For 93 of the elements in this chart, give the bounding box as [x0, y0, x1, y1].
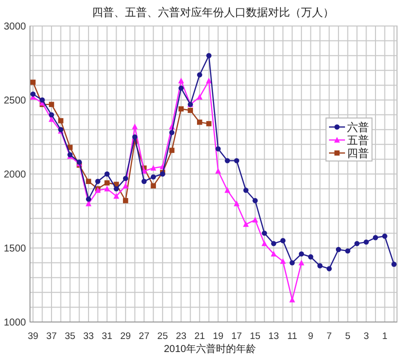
y-tick-label: 3000	[4, 22, 26, 32]
point	[216, 146, 221, 152]
y-tick-label: 1000	[4, 318, 26, 328]
point	[262, 230, 268, 236]
x-tick-label: 31	[102, 331, 112, 342]
point	[150, 164, 156, 171]
point	[224, 158, 230, 164]
point	[215, 168, 222, 174]
x-tick-label: 7	[326, 331, 332, 342]
point	[336, 246, 342, 252]
point	[308, 254, 314, 260]
point	[178, 106, 184, 112]
point	[122, 182, 128, 188]
point	[252, 198, 258, 204]
point	[113, 193, 120, 199]
y-tick-label: 2000	[4, 170, 26, 180]
x-tick-label: 21	[194, 331, 205, 342]
point	[271, 240, 276, 246]
point	[262, 240, 268, 246]
point	[242, 221, 249, 227]
point	[206, 121, 212, 126]
point	[58, 118, 64, 124]
point	[234, 200, 240, 206]
y-tick-label: 2500	[4, 96, 26, 106]
point	[150, 183, 156, 188]
x-tick-label: 11	[287, 331, 298, 342]
x-tick-label: 23	[176, 331, 186, 342]
point	[243, 188, 248, 193]
x-tick-label: 25	[157, 331, 168, 342]
point	[30, 91, 36, 97]
point	[86, 196, 92, 202]
legend-label: 五普	[347, 134, 369, 147]
x-tick-label: 19	[212, 331, 224, 342]
point	[122, 176, 128, 182]
point	[298, 260, 304, 266]
point	[104, 180, 110, 186]
point	[169, 148, 174, 153]
point	[224, 187, 230, 193]
legend-label: 六普	[347, 121, 369, 134]
chart-title: 四普、五普、六普对应年份人口数据对比（万人）	[92, 6, 334, 19]
point	[197, 120, 202, 125]
point	[280, 258, 286, 264]
x-tick-label: 37	[46, 331, 57, 342]
x-tick-label: 1	[382, 331, 388, 342]
x-tick-label: 39	[28, 331, 38, 342]
point	[364, 239, 369, 245]
point	[197, 72, 202, 78]
point	[132, 124, 138, 130]
x-tick-label: 29	[120, 331, 131, 342]
point	[178, 86, 184, 91]
y-tick-label: 1500	[4, 244, 26, 254]
point	[234, 158, 240, 164]
point	[206, 53, 212, 58]
point	[40, 97, 45, 103]
point	[104, 171, 110, 177]
point	[354, 240, 360, 246]
point	[391, 262, 397, 267]
x-tick-label: 17	[231, 331, 242, 342]
point	[280, 238, 286, 244]
x-tick-label: 15	[250, 331, 260, 342]
x-tick-label: 3	[364, 331, 369, 342]
point	[150, 174, 156, 180]
x-tick-label: 27	[138, 331, 150, 342]
point	[30, 80, 36, 85]
x-tick-label: 35	[64, 331, 76, 342]
point	[289, 296, 296, 302]
point	[122, 198, 128, 204]
x-tick-label: 9	[308, 331, 314, 342]
point	[169, 130, 174, 136]
point	[326, 266, 332, 272]
x-tick-label: 33	[83, 331, 94, 342]
x-tick-label: 5	[345, 331, 350, 342]
point	[317, 263, 323, 268]
point	[86, 178, 92, 184]
point	[48, 102, 54, 108]
x-axis-title: 2010年六普时的年龄	[164, 343, 256, 355]
legend-label: 四普	[347, 147, 369, 160]
point	[132, 134, 138, 140]
point	[298, 251, 304, 257]
point	[252, 216, 258, 222]
point	[95, 178, 100, 184]
point	[345, 248, 350, 254]
point	[141, 178, 147, 184]
point	[290, 260, 295, 266]
point	[114, 186, 119, 192]
point	[196, 94, 203, 100]
x-tick-label: 13	[268, 331, 279, 342]
point	[48, 112, 54, 118]
point	[372, 235, 378, 240]
point	[178, 78, 184, 84]
point	[188, 108, 193, 113]
point	[104, 186, 110, 192]
point	[382, 234, 388, 239]
